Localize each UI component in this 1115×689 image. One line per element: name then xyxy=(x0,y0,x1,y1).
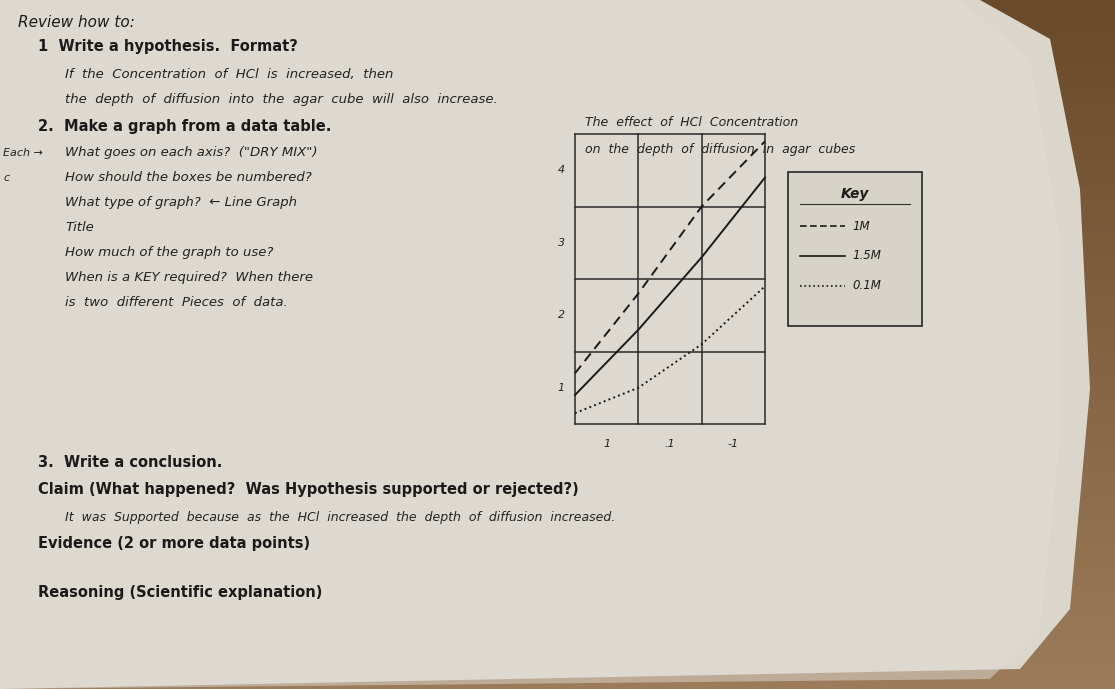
Text: 1.5M: 1.5M xyxy=(852,249,881,263)
Text: Reasoning (Scientific explanation): Reasoning (Scientific explanation) xyxy=(38,585,322,600)
Text: .1: .1 xyxy=(665,439,676,449)
Text: 1: 1 xyxy=(603,439,610,449)
Text: Claim (What happened?  Was Hypothesis supported or rejected?): Claim (What happened? Was Hypothesis sup… xyxy=(38,482,579,497)
Text: 1: 1 xyxy=(558,383,565,393)
Text: on  the  depth  of  diffusion  in  agar  cubes: on the depth of diffusion in agar cubes xyxy=(585,143,855,156)
Text: How much of the graph to use?: How much of the graph to use? xyxy=(65,246,273,259)
Text: When is a KEY required?  When there: When is a KEY required? When there xyxy=(65,271,313,284)
Text: 3: 3 xyxy=(558,238,565,248)
Polygon shape xyxy=(0,0,1090,689)
Text: 4: 4 xyxy=(558,165,565,175)
Text: 1M: 1M xyxy=(852,220,870,232)
Text: 2: 2 xyxy=(558,310,565,320)
Text: Title: Title xyxy=(65,221,94,234)
Text: What type of graph?  ← Line Graph: What type of graph? ← Line Graph xyxy=(65,196,297,209)
Text: If  the  Concentration  of  HCl  is  increased,  then: If the Concentration of HCl is increased… xyxy=(65,68,394,81)
Text: Key: Key xyxy=(841,187,870,201)
Text: Evidence (2 or more data points): Evidence (2 or more data points) xyxy=(38,536,310,551)
Text: How should the boxes be numbered?: How should the boxes be numbered? xyxy=(65,171,312,184)
Text: The  effect  of  HCl  Concentration: The effect of HCl Concentration xyxy=(585,116,798,129)
Text: Review how to:: Review how to: xyxy=(18,15,135,30)
Text: c: c xyxy=(3,173,9,183)
Text: Each →: Each → xyxy=(3,148,42,158)
Text: 3.  Write a conclusion.: 3. Write a conclusion. xyxy=(38,455,222,470)
Text: 0.1M: 0.1M xyxy=(852,280,881,293)
Text: is  two  different  Pieces  of  data.: is two different Pieces of data. xyxy=(65,296,288,309)
Text: -1: -1 xyxy=(728,439,739,449)
Text: 2.  Make a graph from a data table.: 2. Make a graph from a data table. xyxy=(38,119,331,134)
Text: the  depth  of  diffusion  into  the  agar  cube  will  also  increase.: the depth of diffusion into the agar cub… xyxy=(65,93,497,106)
Text: 1  Write a hypothesis.  Format?: 1 Write a hypothesis. Format? xyxy=(38,39,298,54)
Text: What goes on each axis?  ("DRY MIX"): What goes on each axis? ("DRY MIX") xyxy=(65,146,318,159)
Polygon shape xyxy=(0,0,1060,689)
FancyBboxPatch shape xyxy=(788,172,922,326)
Text: It  was  Supported  because  as  the  HCl  increased  the  depth  of  diffusion : It was Supported because as the HCl incr… xyxy=(65,511,615,524)
